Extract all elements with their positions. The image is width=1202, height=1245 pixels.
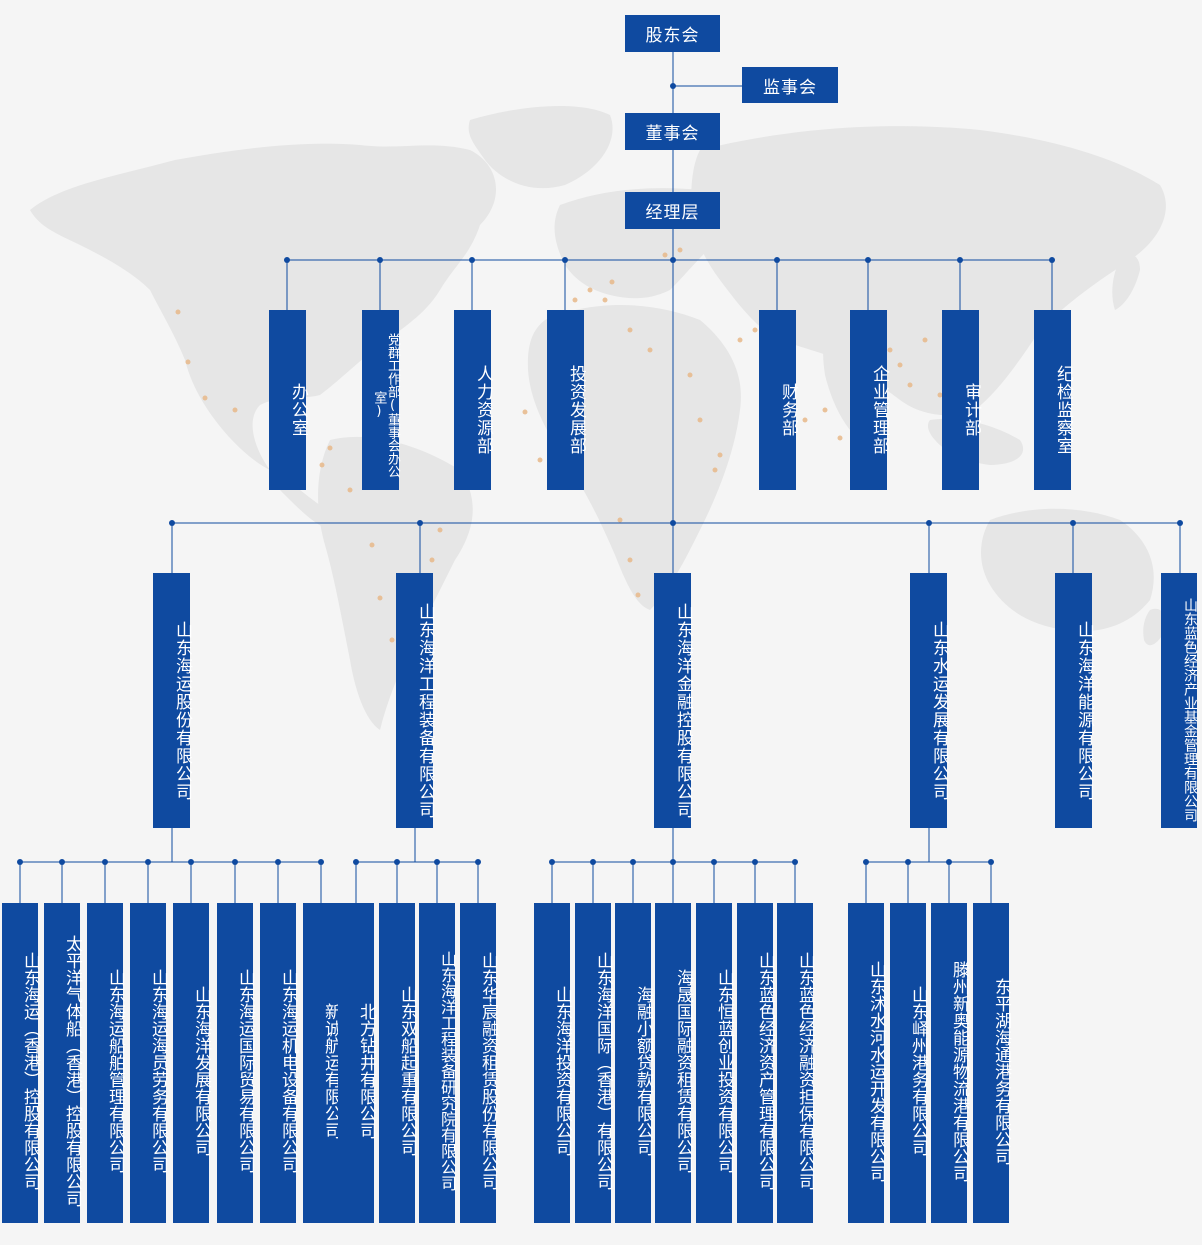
g1-child-3: 山东海运海员劳务有限公司 (130, 903, 168, 1223)
dept-hr: 人力资源部 (454, 310, 493, 490)
g2-child-2: 山东海洋工程装备研究院有限公司 (419, 903, 457, 1223)
g1-child-4: 山东海洋发展有限公司 (173, 903, 211, 1223)
g2-child-1: 山东双船起重有限公司 (379, 903, 417, 1223)
g1-child-5: 山东海运国际贸易有限公司 (217, 903, 255, 1223)
g3-child-5: 山东蓝色经济资产管理有限公司 (737, 903, 775, 1223)
subsidiary-water-transport: 山东水运发展有限公司 (910, 573, 949, 828)
dept-discipline: 纪检监察室 (1034, 310, 1073, 490)
subsidiary-shipping: 山东海运股份有限公司 (153, 573, 192, 828)
g3-child-2: 海融小额贷款有限公司 (615, 903, 653, 1223)
dept-enterprise-mgmt: 企业管理部 (850, 310, 889, 490)
shareholders-box: 股东会 (625, 15, 720, 52)
subsidiary-blue-economy-fund: 山东蓝色经济产业基金管理有限公司 (1161, 573, 1198, 828)
g4-child-0: 山东沭水河水运开发有限公司 (848, 903, 886, 1223)
supervisors-box: 监事会 (742, 67, 838, 103)
g1-child-0: 山东海运（香港）控股有限公司 (2, 903, 40, 1223)
g2-child-0: 北方钻井有限公司 (338, 903, 376, 1223)
dept-audit: 审计部 (942, 310, 981, 490)
g1-child-1: 太平洋气体船（香港）控股有限公司 (44, 903, 82, 1223)
dept-investment: 投资发展部 (547, 310, 586, 490)
dept-finance: 财务部 (759, 310, 798, 490)
dept-party-work: 党群工作部(董事会办公室) (362, 310, 400, 490)
subsidiary-ocean-energy: 山东海洋能源有限公司 (1055, 573, 1094, 828)
g3-child-1: 山东海洋国际（香港）有限公司 (575, 903, 613, 1223)
g1-child-6: 山东海运机电设备有限公司 (260, 903, 298, 1223)
g3-child-6: 山东蓝色经济融资担保有限公司 (777, 903, 815, 1223)
g2-child-3: 山东华宸融资租赁股份有限公司 (460, 903, 498, 1223)
g4-child-3: 东平湖海通港务有限公司 (973, 903, 1011, 1223)
g3-child-4: 山东恒蓝创业投资有限公司 (696, 903, 734, 1223)
g4-child-2: 滕州新奥能源物流港有限公司 (931, 903, 969, 1223)
g3-child-0: 山东海洋投资有限公司 (534, 903, 572, 1223)
g1-child-2: 山东海运船舶管理有限公司 (87, 903, 125, 1223)
subsidiary-ocean-finance: 山东海洋金融控股有限公司 (654, 573, 693, 828)
g4-child-1: 山东峄州港务有限公司 (890, 903, 928, 1223)
subsidiary-ocean-engineering: 山东海洋工程装备有限公司 (396, 573, 435, 828)
g3-child-3: 海晟国际融资租赁有限公司 (655, 903, 693, 1223)
g1-child-7: 新诚航运有限公司 (303, 903, 341, 1223)
dept-office: 办公室 (269, 310, 308, 490)
board-box: 董事会 (625, 113, 720, 150)
management-box: 经理层 (625, 192, 720, 229)
